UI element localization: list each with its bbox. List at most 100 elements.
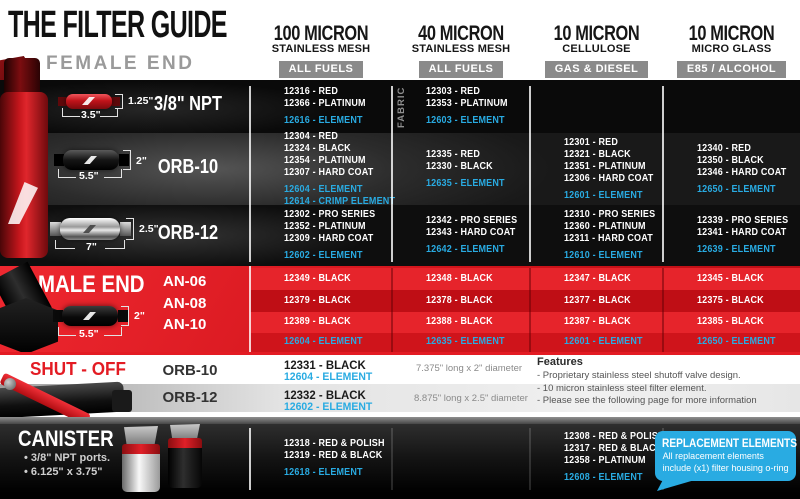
section-label-female-end: FEMALE END xyxy=(46,53,195,74)
filter-fitting xyxy=(50,222,61,236)
part-list: 12316 - RED 12366 - PLATINUM xyxy=(284,86,392,110)
dim-length-label: 5.5" xyxy=(79,170,99,182)
part-number: 12389 - BLACK xyxy=(284,316,351,327)
part-number: 12377 - BLACK xyxy=(564,295,631,306)
element-list: 12601 - ELEMENT xyxy=(564,190,663,202)
column-divider xyxy=(249,428,251,490)
column-media: MICRO GLASS xyxy=(691,43,772,55)
part-number: 12348 - BLACK xyxy=(426,273,493,284)
column-divider xyxy=(391,86,393,262)
element-number: 12602 - ELEMENT xyxy=(284,401,373,413)
row-npt-background xyxy=(0,80,800,133)
dim-length-label: 7" xyxy=(86,241,97,253)
text-line: 12346 - HARD COAT xyxy=(697,166,787,178)
dim-line-length xyxy=(58,327,76,336)
element-list: 12608 - ELEMENT xyxy=(564,472,663,484)
features-list: - Proprietary stainless steel shutoff va… xyxy=(537,370,757,408)
canister-bullet: • 6.125" x 3.75" xyxy=(24,466,103,478)
cell-orb10-microglass: 12340 - RED 12350 - BLACK 12346 - HARD COA… xyxy=(663,133,800,205)
dim-line-height xyxy=(121,306,129,326)
filter-fitting xyxy=(58,97,67,106)
column-divider xyxy=(391,428,393,490)
column-micron: 10 MICRON xyxy=(688,22,775,45)
filter-fitting xyxy=(119,154,129,166)
part-list: 12318 - RED & POLISH 12319 - RED & BLACK xyxy=(284,438,392,462)
text-line: 12304 - RED xyxy=(284,130,339,142)
row-label-shutoff-orb10: ORB-10 xyxy=(162,362,218,379)
part-number: 12378 - BLACK xyxy=(426,295,493,306)
dim-line-length xyxy=(100,108,118,117)
text-line: 12306 - HARD COAT xyxy=(564,172,654,184)
part-list: 12335 - RED 12330 - BLACK xyxy=(426,149,530,173)
column-media: CELLULOSE xyxy=(562,43,631,55)
part-number: 12388 - BLACK xyxy=(426,316,493,327)
row-label-orb10: ORB-10 xyxy=(157,156,219,178)
cell-orb10-100micron: 12304 - RED 12324 - BLACK 12354 - PLATINUM… xyxy=(250,130,396,208)
fuel-badge: GAS & DIESEL xyxy=(544,61,649,78)
text-line: 12601 - ELEMENT xyxy=(564,189,643,201)
column-micron: 10 MICRON xyxy=(553,22,640,45)
canister-red-top-image xyxy=(168,438,202,450)
text-line: 12339 - PRO SERIES xyxy=(697,215,789,226)
male-row-stripe xyxy=(250,333,800,352)
text-line: 12358 - PLATINUM xyxy=(564,454,646,466)
fuel-badge: ALL FUELS xyxy=(278,61,364,78)
part-list: 12339 - PRO SERIES 12341 - HARD COAT xyxy=(697,215,800,239)
text-line: 12650 - ELEMENT xyxy=(697,183,776,195)
dim-line-height xyxy=(123,150,131,170)
column-micron: 40 MICRON xyxy=(418,22,504,45)
part-number: 12385 - BLACK xyxy=(697,316,764,327)
part-number: 12375 - BLACK xyxy=(697,295,764,306)
dim-line-length xyxy=(105,240,125,249)
element-number: 12601 - ELEMENT xyxy=(564,336,643,347)
shutoff-row-stripe xyxy=(0,384,800,412)
text-line: 12343 - HARD COAT xyxy=(426,227,516,238)
row-label-an06: AN-06 xyxy=(163,273,207,290)
element-list: 12639 - ELEMENT xyxy=(697,244,800,256)
part-list: 12342 - PRO SERIES 12343 - HARD COAT xyxy=(426,215,530,239)
filter-fitting xyxy=(118,310,128,322)
element-number: 12604 - ELEMENT xyxy=(284,336,363,347)
red-filter-cap-image xyxy=(4,58,40,98)
features-title: Features xyxy=(537,356,583,368)
part-list: 12302 - PRO SERIES 12352 - PLATINUM 12309 … xyxy=(284,209,392,245)
cell-canister-cellulose: 12308 - RED & POLISH 12317 - RED & BLACK 1… xyxy=(530,424,664,490)
column-divider xyxy=(249,266,251,352)
text-line: 12602 - ELEMENT xyxy=(284,250,363,261)
text-line: 12360 - PLATINUM xyxy=(564,221,646,232)
red-filter-bottle-image xyxy=(0,92,48,258)
shutoff-valve-cap-image xyxy=(112,390,132,412)
element-list: 12610 - ELEMENT xyxy=(564,250,663,262)
text-line: 12614 - CRIMP ELEMENT xyxy=(284,195,396,207)
section-divider-red xyxy=(0,352,800,355)
element-number: 12650 - ELEMENT xyxy=(697,336,776,347)
row-label-shutoff-orb12: ORB-12 xyxy=(162,389,218,406)
text-line: 12342 - PRO SERIES xyxy=(426,215,518,226)
fuel-badge: E85 / ALCOHOL xyxy=(676,61,787,78)
element-list: 12635 - ELEMENT xyxy=(426,178,530,190)
part-number: 12345 - BLACK xyxy=(697,273,764,284)
element-list: 12618 - ELEMENT xyxy=(284,467,392,479)
size-spec: 7.375" long x 2" diameter xyxy=(416,363,523,374)
text-line: 12635 - ELEMENT xyxy=(426,177,505,189)
dim-height-label: 2" xyxy=(134,310,145,322)
part-list: 12340 - RED 12350 - BLACK 12346 - HARD COA… xyxy=(697,143,800,179)
page-title: THE FILTER GUIDE xyxy=(8,4,228,46)
text-line: 12311 - HARD COAT xyxy=(564,233,653,244)
text-line: 12302 - PRO SERIES xyxy=(284,209,376,220)
element-list: 12616 - ELEMENT xyxy=(284,115,392,127)
canister-bracket-image xyxy=(170,424,200,442)
cell-orb12-40micron: 12342 - PRO SERIES 12343 - HARD COAT 1264… xyxy=(392,205,530,266)
dim-line-length xyxy=(62,108,80,117)
cell-orb12-microglass: 12339 - PRO SERIES 12341 - HARD COAT 1263… xyxy=(663,205,800,266)
canister-bullet: • 3/8" NPT ports. xyxy=(24,452,111,464)
an-fitting-nut-image xyxy=(0,298,58,354)
canister-bracket-image xyxy=(124,426,158,448)
cell-orb12-cellulose: 12310 - PRO SERIES 12360 - PLATINUM 12311 … xyxy=(530,205,663,266)
row-label-orb12: ORB-12 xyxy=(157,222,219,244)
replacement-elements-callout: REPLACEMENT ELEMENTS All replacement ele… xyxy=(655,431,797,481)
cell-npt-40micron: 12303 - RED 12353 - PLATINUM 12603 - ELEM… xyxy=(392,80,530,133)
callout-title: REPLACEMENT ELEMENTS xyxy=(662,438,797,450)
text-line: 12341 - HARD COAT xyxy=(697,227,787,238)
element-list: 12604 - ELEMENT 12614 - CRIMP ELEMENT xyxy=(284,184,396,208)
